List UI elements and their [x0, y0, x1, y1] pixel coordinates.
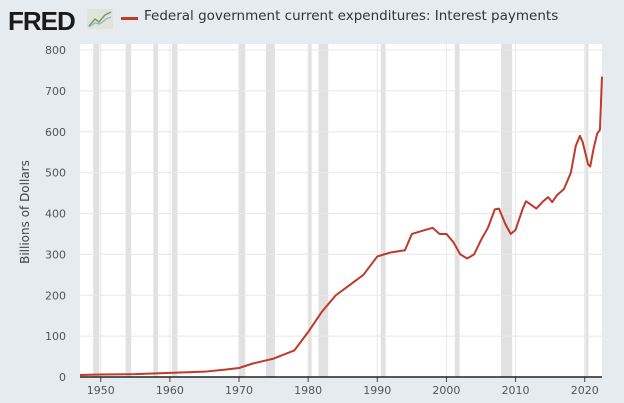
x-tick-label: 2000 — [432, 384, 460, 397]
fred-logo[interactable]: FRED — [8, 6, 76, 36]
recession-band — [308, 44, 312, 377]
y-tick-label: 600 — [45, 126, 66, 139]
y-tick-label: 700 — [45, 85, 66, 98]
legend-swatch — [121, 17, 138, 20]
x-tick-label: 1960 — [156, 384, 184, 397]
recession-band — [501, 44, 513, 377]
y-tick-label: 100 — [45, 330, 66, 343]
recession-band — [265, 44, 275, 377]
y-tick-label: 300 — [45, 248, 66, 261]
x-tick-label: 1970 — [225, 384, 253, 397]
legend-label: Federal government current expenditures:… — [144, 8, 559, 24]
x-tick-label: 1950 — [87, 384, 115, 397]
x-tick-label: 2010 — [502, 384, 530, 397]
recession-band — [380, 44, 386, 377]
y-tick-label: 500 — [45, 167, 66, 180]
recession-band — [125, 44, 132, 377]
recession-band — [171, 44, 178, 377]
recession-band — [585, 44, 589, 377]
x-tick-label: 1980 — [294, 384, 322, 397]
recession-band — [153, 44, 159, 377]
recession-band — [318, 44, 329, 377]
recession-band — [454, 44, 460, 377]
x-tick-label: 1990 — [363, 384, 391, 397]
recession-band — [93, 44, 100, 377]
y-tick-label: 0 — [59, 371, 66, 384]
chart-trend-icon — [87, 9, 113, 29]
x-tick-label: 2020 — [571, 384, 599, 397]
series-line-interest-payments — [79, 76, 603, 376]
y-tick-label: 400 — [45, 208, 66, 221]
plot-area — [80, 44, 602, 377]
y-tick-label: 800 — [45, 44, 66, 57]
y-tick-label: 200 — [45, 289, 66, 302]
recession-band — [238, 44, 246, 377]
